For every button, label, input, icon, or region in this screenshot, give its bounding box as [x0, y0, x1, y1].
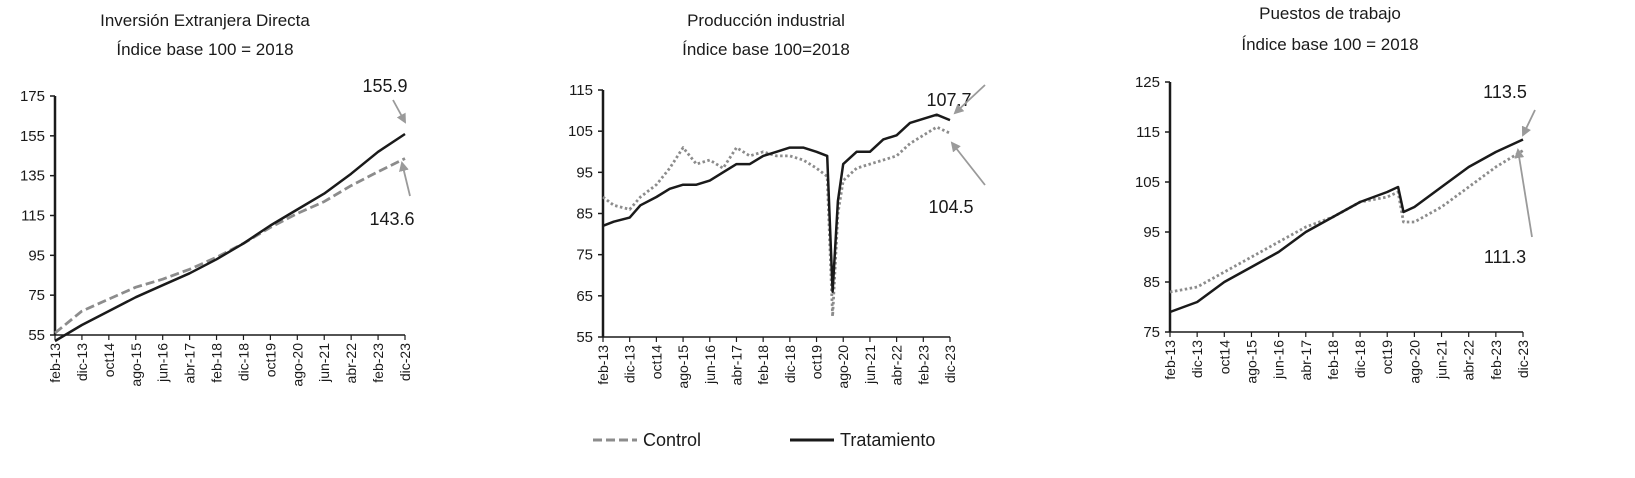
y-tick-label: 105 [568, 123, 593, 140]
x-tick-label: jun-21 [862, 345, 878, 385]
end-value-label-control: 111.3 [1484, 247, 1526, 267]
x-tick-label: dic-23 [397, 343, 413, 381]
end-value-label-tratamiento: 155.9 [362, 76, 407, 96]
x-tick-label: abr-17 [728, 345, 744, 386]
y-tick-label: 75 [1143, 324, 1160, 341]
x-tick-label: feb-18 [755, 345, 771, 385]
y-tick-label: 55 [576, 329, 593, 346]
y-tick-label: 55 [28, 327, 45, 344]
chart-title: Producción industrial [687, 11, 845, 30]
y-tick-label: 125 [1135, 74, 1160, 91]
chart-2: Producción industrial Índice base 100=201… [568, 11, 986, 389]
x-tick-label: abr-22 [889, 345, 905, 386]
end-value-label-tratamiento: 107.7 [926, 90, 971, 110]
series-line-tratamiento [54, 132, 406, 343]
x-tick-label: dic-13 [74, 343, 90, 381]
x-tick-label: jun-16 [155, 343, 171, 383]
annotation-arrow [392, 99, 406, 124]
annotation-arrow [1521, 109, 1536, 137]
x-tick-label: abr-22 [1461, 340, 1477, 381]
y-tick-label: 95 [576, 164, 593, 181]
y-tick-label: 105 [1135, 174, 1160, 191]
x-tick-label: abr-17 [1298, 340, 1314, 381]
x-tick-label: feb-23 [915, 345, 931, 385]
series-line-control [1169, 149, 1524, 294]
annotation-arrow [399, 161, 411, 197]
annotation-arrow [1514, 148, 1533, 238]
y-tick-label: 75 [28, 287, 45, 304]
x-tick-label: abr-17 [182, 343, 198, 384]
y-tick-label: 65 [576, 288, 593, 305]
x-tick-label: oct14 [101, 343, 117, 377]
annotation-arrow [950, 141, 986, 186]
x-tick-label: oct14 [648, 345, 664, 379]
x-tick-label: dic-23 [1515, 340, 1531, 378]
x-tick-label: feb-13 [47, 343, 63, 383]
y-tick-label: 85 [1143, 274, 1160, 291]
legend: Control Tratamiento [593, 430, 935, 450]
chart-title: Puestos de trabajo [1259, 4, 1401, 23]
x-tick-label: oct14 [1216, 340, 1232, 374]
end-value-label-control: 143.6 [369, 209, 414, 229]
series-line-control [54, 157, 406, 335]
y-tick-label: 155 [20, 128, 45, 145]
x-tick-label: feb-18 [209, 343, 225, 383]
x-tick-label: jun-21 [1434, 340, 1450, 380]
x-tick-label: dic-18 [782, 345, 798, 383]
x-tick-label: feb-13 [595, 345, 611, 385]
y-tick-label: 175 [20, 88, 45, 105]
y-tick-label: 95 [28, 247, 45, 264]
y-tick-label: 115 [21, 208, 45, 225]
x-tick-label: feb-23 [1488, 340, 1504, 380]
series-line-control [602, 125, 951, 318]
end-value-label-control: 104.5 [928, 197, 973, 217]
x-tick-label: ago-20 [289, 343, 305, 387]
x-tick-label: dic-13 [1189, 340, 1205, 378]
x-tick-label: ago-15 [1243, 340, 1259, 384]
x-tick-label: oct19 [809, 345, 825, 379]
x-tick-label: jun-21 [316, 343, 332, 383]
x-tick-label: jun-16 [702, 345, 718, 385]
y-tick-label: 115 [569, 82, 593, 99]
series-line-tratamiento [1169, 138, 1524, 314]
annotation-arrow [953, 84, 986, 115]
chart-1: Inversión Extranjera Directa Índice base … [20, 11, 415, 387]
x-tick-label: dic-18 [235, 343, 251, 381]
chart-subtitle: Índice base 100 = 2018 [1241, 35, 1418, 54]
chart-subtitle: Índice base 100 = 2018 [116, 40, 293, 59]
y-tick-label: 95 [1143, 224, 1160, 241]
x-tick-label: dic-23 [942, 345, 958, 383]
x-tick-label: oct19 [1379, 340, 1395, 374]
y-tick-label: 135 [20, 168, 45, 185]
x-tick-label: feb-23 [370, 343, 386, 383]
legend-label-control: Control [643, 430, 701, 450]
x-tick-label: abr-22 [343, 343, 359, 384]
x-tick-label: feb-13 [1162, 340, 1178, 380]
x-tick-label: ago-15 [675, 345, 691, 389]
legend-label-tratamiento: Tratamiento [840, 430, 935, 450]
chart-subtitle: Índice base 100=2018 [682, 40, 850, 59]
x-tick-label: oct19 [262, 343, 278, 377]
y-tick-label: 75 [576, 247, 593, 264]
x-tick-label: dic-18 [1352, 340, 1368, 378]
x-tick-label: jun-16 [1271, 340, 1287, 380]
chart-title: Inversión Extranjera Directa [100, 11, 310, 30]
x-tick-label: feb-18 [1325, 340, 1341, 380]
x-tick-label: dic-13 [622, 345, 638, 383]
y-tick-label: 85 [576, 206, 593, 223]
series-line-tratamiento [602, 113, 951, 293]
end-value-label-tratamiento: 113.5 [1483, 82, 1527, 102]
chart-3: Puestos de trabajo Índice base 100 = 2018… [1135, 4, 1536, 384]
x-tick-label: ago-20 [1406, 340, 1422, 384]
x-tick-label: ago-15 [128, 343, 144, 387]
x-tick-label: ago-20 [835, 345, 851, 389]
y-tick-label: 115 [1136, 124, 1160, 141]
